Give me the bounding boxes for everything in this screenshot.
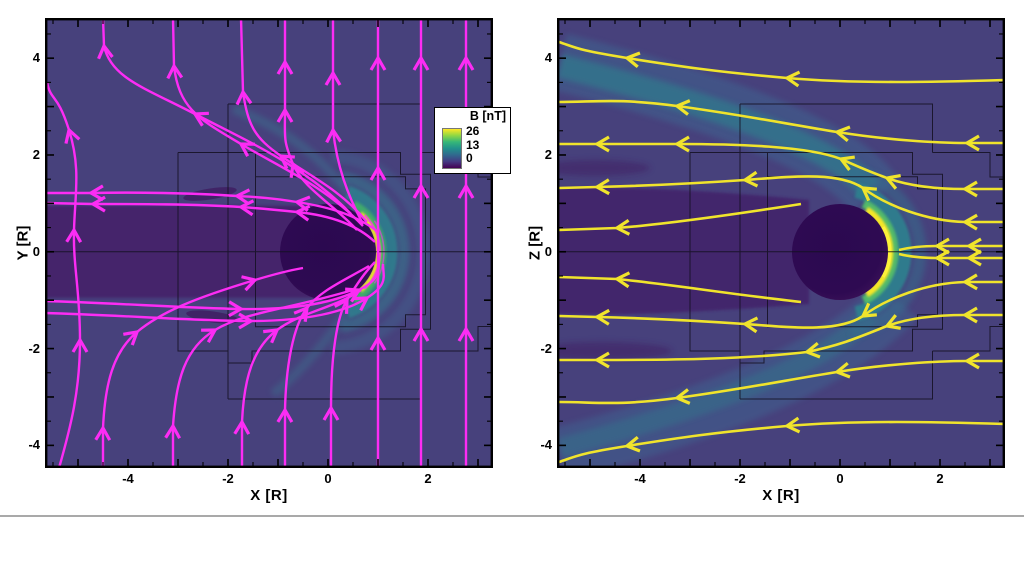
colorbar-tick-max: 26 — [466, 124, 480, 138]
y-tick-label: 4 — [544, 50, 552, 66]
colorbar-tick-min: 0 — [466, 151, 473, 165]
right-plot-panel: X [R] Z [R] -4 -2 0 2 4 2 0 -2 -4 — [527, 18, 1005, 504]
y-tick-label: -4 — [28, 437, 40, 453]
left-plot-panel: X [R] Y [R] -4 -2 0 2 4 2 0 -2 -4 — [15, 18, 493, 504]
y-tick-label: 0 — [544, 243, 552, 259]
y-tick-label: -2 — [28, 340, 40, 356]
colorbar-legend: B [nT] 26 13 0 — [434, 107, 511, 174]
y-tick-label: 4 — [32, 50, 40, 66]
right-plot-canvas-xz — [557, 18, 1005, 468]
plot-frame-xy — [45, 18, 493, 468]
x-tick-label: -2 — [734, 471, 746, 486]
colorbar-title: B [nT] — [469, 109, 506, 123]
colorbar-tick-mid: 13 — [466, 137, 480, 152]
y-tick-label: -4 — [540, 437, 552, 453]
x-tick-label: -4 — [634, 471, 646, 486]
axis-ticks-xz — [559, 20, 1003, 466]
left-plot-canvas-xy — [45, 18, 493, 468]
bottom-separator-line — [0, 515, 1024, 517]
magnetic-field-streamlines-xy — [45, 18, 475, 468]
x-tick-label: -4 — [122, 471, 134, 486]
flow-streamlines-xz — [558, 40, 1005, 464]
plot-frame-xz — [557, 18, 1005, 468]
x-tick-label: -2 — [222, 471, 234, 486]
colorbar-tick-labels: 26 13 0 — [466, 124, 506, 166]
y-tick-label: 2 — [544, 146, 552, 162]
x-tick-label: 2 — [424, 471, 432, 486]
x-tick-label: 0 — [836, 471, 844, 486]
x-tick-label: 2 — [936, 471, 944, 486]
right-x-axis-label: X [R] — [762, 487, 800, 504]
y-tick-label: 0 — [32, 243, 40, 259]
y-tick-label: -2 — [540, 340, 552, 356]
y-tick-label: 2 — [32, 146, 40, 162]
colorbar-gradient — [442, 128, 462, 169]
left-x-axis-label: X [R] — [250, 487, 288, 504]
x-tick-label: 0 — [324, 471, 332, 486]
